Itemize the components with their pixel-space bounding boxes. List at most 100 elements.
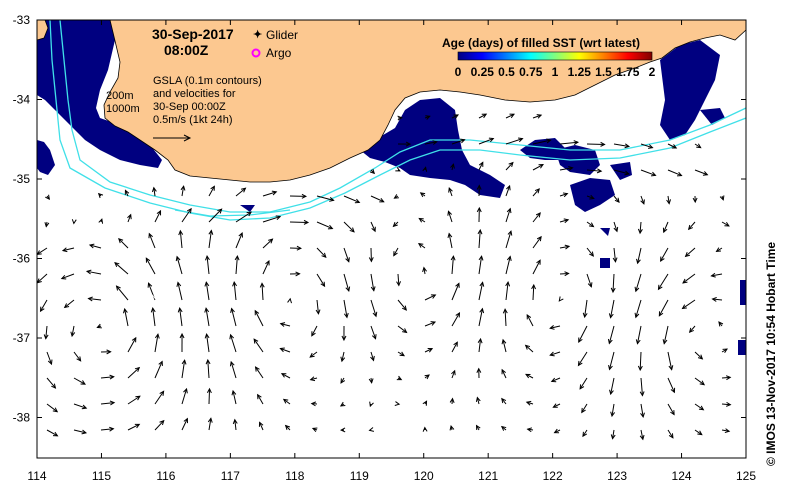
velocity-arrow <box>127 366 141 379</box>
land-mass <box>103 20 746 183</box>
velocity-arrow <box>532 188 540 197</box>
velocity-arrow <box>393 194 399 199</box>
velocity-arrow <box>500 425 507 431</box>
velocity-arrow <box>450 163 455 171</box>
velocity-arrow <box>316 221 334 230</box>
velocity-arrow <box>640 195 645 205</box>
velocity-arrow <box>368 427 375 432</box>
x-tick-label: 119 <box>350 469 369 483</box>
velocity-arrow <box>370 195 385 203</box>
velocity-arrow <box>694 169 709 176</box>
velocity-arrow <box>394 401 401 406</box>
velocity-arrow <box>424 294 437 301</box>
velocity-arrow <box>559 218 570 224</box>
title-time: 08:00Z <box>164 42 209 58</box>
velocity-arrow <box>309 351 318 358</box>
colorbar <box>457 51 653 61</box>
colorbar-title: Age (days) of filled SST (wrt latest) <box>442 36 640 50</box>
velocity-arrow <box>340 351 346 363</box>
colorbar-ticks: 0 0.25 0.5 0.75 1 1.25 1.5 1.75 2 <box>455 65 656 79</box>
velocity-arrow <box>63 299 75 309</box>
velocity-arrow <box>232 418 238 431</box>
colorbar-tick-label: 1.5 <box>595 65 612 79</box>
velocity-arrow <box>586 168 603 174</box>
x-tick-label: 114 <box>27 469 46 483</box>
velocity-arrow <box>559 271 570 277</box>
velocity-arrow <box>559 244 571 250</box>
land-mass-west <box>37 20 49 41</box>
velocity-arrow <box>204 307 210 327</box>
velocity-arrow <box>46 351 53 366</box>
velocity-arrow <box>558 296 564 302</box>
velocity-arrow <box>424 348 434 353</box>
velocity-arrow <box>279 347 291 353</box>
velocity-arrow <box>311 325 318 337</box>
velocity-arrow <box>100 374 115 380</box>
velocity-arrow <box>73 429 88 435</box>
velocity-arrow <box>559 140 580 146</box>
velocity-arrow <box>262 259 270 275</box>
x-tick-label: 124 <box>672 469 692 483</box>
velocity-arrow <box>582 429 588 438</box>
velocity-arrow <box>46 403 59 413</box>
velocity-arrow <box>180 185 186 197</box>
velocity-arrow <box>552 403 561 408</box>
velocity-arrow <box>721 375 732 381</box>
colorbar-tick-label: 0.5 <box>498 65 515 79</box>
velocity-arrow <box>505 184 511 197</box>
velocity-arrow <box>145 257 156 275</box>
velocity-arrow <box>181 387 188 405</box>
velocity-arrow <box>316 195 335 202</box>
velocity-arrow <box>151 186 157 197</box>
velocity-arrow <box>475 396 481 405</box>
velocity-arrow <box>667 403 675 416</box>
velocity-arrow <box>339 401 346 407</box>
velocity-arrow <box>289 245 303 251</box>
velocity-arrow <box>662 221 669 234</box>
velocity-arrow <box>710 272 723 278</box>
velocity-arrow <box>208 185 215 197</box>
velocity-arrow <box>127 336 137 353</box>
velocity-arrow <box>692 195 698 204</box>
velocity-arrow <box>447 232 453 249</box>
velocity-arrow <box>114 261 129 275</box>
velocity-arrow <box>658 299 669 317</box>
velocity-arrow <box>447 210 453 223</box>
velocity-arrow <box>258 421 264 431</box>
velocity-arrow <box>254 366 264 379</box>
velocity-arrow <box>417 242 426 249</box>
velocity-arrow <box>667 377 676 394</box>
velocity-arrow <box>476 184 482 197</box>
velocity-arrow <box>262 238 274 249</box>
velocity-arrow <box>397 141 412 147</box>
velocity-arrow <box>397 325 408 334</box>
velocity-arrow <box>397 351 405 357</box>
velocity-arrow <box>231 389 237 405</box>
velocity-arrow <box>477 337 483 353</box>
velocity-arrow <box>613 221 619 233</box>
gsla-contours <box>54 274 166 386</box>
velocity-arrow <box>257 393 264 405</box>
velocity-arrow <box>206 387 212 405</box>
velocity-arrow <box>96 323 102 329</box>
velocity-arrow <box>124 189 130 197</box>
velocity-arrow <box>610 273 616 294</box>
velocity-arrow <box>718 321 724 327</box>
colorbar-tick-label: 1.75 <box>616 65 640 79</box>
velocity-arrow <box>687 221 696 231</box>
velocity-arrow <box>662 325 669 345</box>
velocity-arrow <box>637 221 643 235</box>
velocity-arrow <box>586 221 595 228</box>
velocity-arrow <box>289 219 310 225</box>
velocity-arrow <box>369 401 374 408</box>
velocity-arrow <box>612 247 618 263</box>
velocity-arrow <box>205 254 210 275</box>
title-date: 30-Sep-2017 <box>152 26 234 42</box>
velocity-arrow <box>478 137 495 145</box>
velocity-arrow <box>634 299 642 319</box>
velocity-arrow <box>476 206 482 223</box>
argo-icon <box>251 48 261 58</box>
velocity-arrow <box>289 193 308 199</box>
velocity-arrow <box>392 221 399 228</box>
